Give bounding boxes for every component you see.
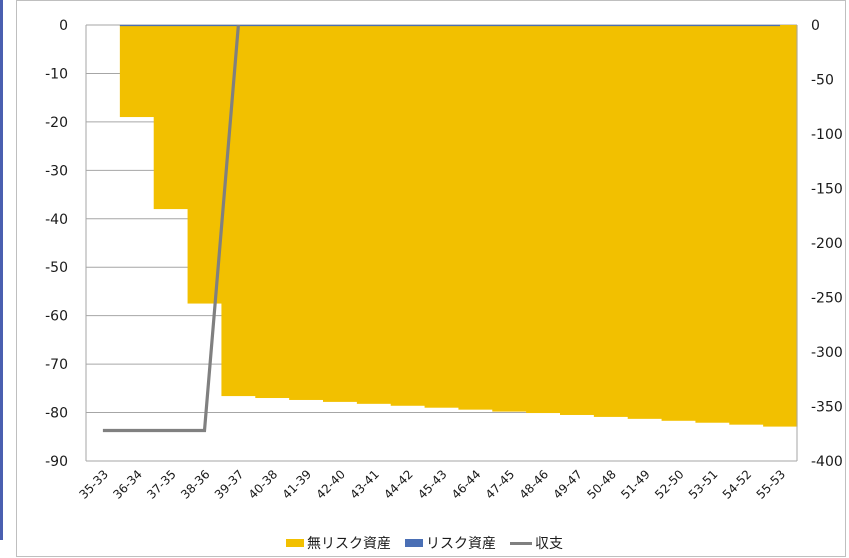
y-right-tick-label: -150 xyxy=(811,182,843,198)
x-tick-label: 41-39 xyxy=(280,467,315,502)
x-tick-label: 45-43 xyxy=(415,467,450,502)
bar-無リスク資産-55-53 xyxy=(763,25,798,427)
bar-無リスク資産-52-50 xyxy=(661,25,697,421)
legend-item: リスク資産 xyxy=(405,533,496,553)
x-tick-label: 51-49 xyxy=(618,467,653,502)
y-right-tick-label: 0 xyxy=(811,18,820,34)
y-right-tick-label: -200 xyxy=(811,236,843,252)
bar-無リスク資産-40-38 xyxy=(255,25,290,399)
legend-label: 無リスク資産 xyxy=(307,536,391,552)
y-left-tick-label: -80 xyxy=(45,406,68,422)
bar-無リスク資産-37-35 xyxy=(153,25,189,210)
y-left-tick-label: -70 xyxy=(45,357,68,373)
bar-無リスク資産-38-36 xyxy=(187,25,223,304)
bar-無リスク資産-45-43 xyxy=(424,25,460,408)
x-tick-label: 55-53 xyxy=(754,467,789,502)
bar-無リスク資産-51-49 xyxy=(627,25,663,419)
x-tick-label: 47-45 xyxy=(483,467,518,502)
legend-label: 収支 xyxy=(535,536,563,552)
x-tick-label: 49-47 xyxy=(550,467,585,502)
y-left-tick-label: -60 xyxy=(45,309,68,325)
x-tick-label: 35-33 xyxy=(76,467,111,502)
x-tick-label: 40-38 xyxy=(246,467,281,502)
bar-無リスク資産-47-45 xyxy=(492,25,527,412)
bar-無リスク資産-44-42 xyxy=(390,25,426,406)
y-right-tick-label: -50 xyxy=(811,73,834,89)
x-tick-label: 52-50 xyxy=(652,467,687,502)
bar-無リスク資産-41-39 xyxy=(289,25,324,400)
bar-無リスク資産-39-37 xyxy=(221,25,256,397)
chart-legend: 無リスク資産 リスク資産 収支 xyxy=(0,531,849,555)
x-tick-label: 48-46 xyxy=(517,467,552,502)
bar-無リスク資産-49-47 xyxy=(560,25,595,415)
y-right-tick-label: -300 xyxy=(811,345,843,361)
x-tick-label: 36-34 xyxy=(110,467,145,502)
legend-item: 収支 xyxy=(510,533,563,553)
legend-swatch xyxy=(405,539,423,547)
x-tick-label: 44-42 xyxy=(381,467,416,502)
bar-無リスク資産-36-34 xyxy=(119,25,155,118)
y-left-tick-label: 0 xyxy=(59,18,68,34)
y-left-tick-label: -90 xyxy=(45,454,68,470)
bar-無リスク資産-54-52 xyxy=(729,25,764,425)
chart-plot: 0 -10 -20 -30 -40 -50 -60 -70 -80 -90 0 -50 -100 -150… xyxy=(45,18,843,502)
x-tick-label: 38-36 xyxy=(178,467,213,502)
y-left-tick-label: -40 xyxy=(45,212,68,228)
x-tick-label: 39-37 xyxy=(212,467,247,502)
x-tick-label: 50-48 xyxy=(584,467,619,502)
y-right-tick-label: -350 xyxy=(811,400,843,416)
legend-swatch xyxy=(286,539,304,547)
series-line-収支 xyxy=(102,24,240,433)
chart-border xyxy=(16,0,846,557)
y-right-tick-label: -250 xyxy=(811,291,843,307)
bar-無リスク資産-43-41 xyxy=(356,25,392,404)
y-left-tick-label: -30 xyxy=(45,163,68,179)
legend-label: リスク資産 xyxy=(426,536,496,552)
y-left-tick-label: -20 xyxy=(45,115,68,131)
x-tick-label: 42-40 xyxy=(313,467,348,502)
legend-item: 無リスク資産 xyxy=(286,533,391,553)
y-right-tick-label: -100 xyxy=(811,127,843,143)
bar-無リスク資産-48-46 xyxy=(526,25,561,414)
bar-無リスク資産-53-51 xyxy=(695,25,730,423)
y-right-tick-label: -400 xyxy=(811,454,843,470)
left-edge-rule xyxy=(0,0,3,540)
y-left-tick-label: -50 xyxy=(45,260,68,276)
x-tick-label: 53-51 xyxy=(686,467,721,502)
x-tick-label: 37-35 xyxy=(144,467,179,502)
bar-無リスク資産-46-44 xyxy=(458,25,493,410)
x-tick-label: 43-41 xyxy=(347,467,382,502)
x-tick-label: 46-44 xyxy=(449,467,484,502)
bar-無リスク資産-50-48 xyxy=(593,25,629,417)
x-tick-label: 54-52 xyxy=(720,467,755,502)
y-left-tick-label: -10 xyxy=(45,66,68,82)
bar-無リスク資産-42-40 xyxy=(323,25,358,402)
legend-swatch xyxy=(510,541,532,545)
